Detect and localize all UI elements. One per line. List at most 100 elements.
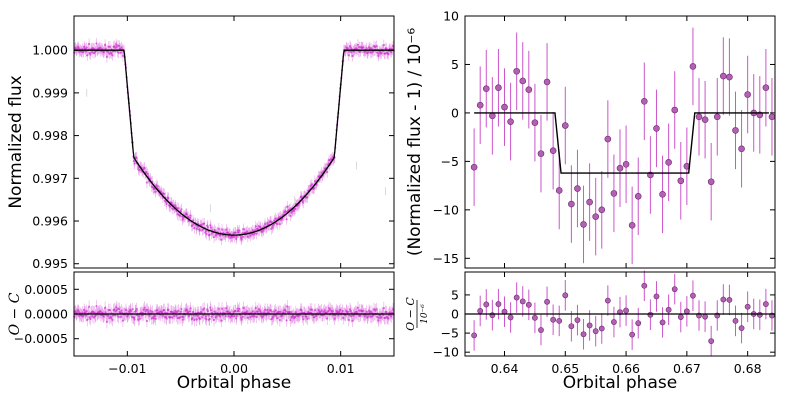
data-point — [241, 235, 245, 238]
residual-point — [107, 314, 110, 318]
residual-point — [377, 319, 380, 322]
data-point — [659, 191, 666, 198]
data-point — [610, 190, 618, 197]
residual-point — [331, 310, 334, 313]
data-point — [206, 224, 209, 227]
residual-point — [390, 315, 393, 318]
residual-point — [259, 311, 262, 314]
tick-marks: −0.01 0.00 0.01 −0.0005 0.0000 0.0005 — [14, 272, 394, 376]
data-point — [707, 178, 715, 186]
residual-point — [641, 282, 648, 289]
residual-point — [246, 316, 249, 319]
residual-point — [352, 314, 355, 317]
residual-point — [208, 317, 211, 321]
data-point — [653, 125, 660, 132]
residual-point — [144, 310, 147, 313]
data-point — [270, 220, 273, 224]
data-point — [284, 211, 288, 214]
y-tick-label: 0.0000 — [24, 307, 68, 322]
residual-point — [195, 318, 198, 321]
residual-point — [294, 311, 297, 314]
residual-point — [149, 309, 152, 312]
residual-point — [219, 315, 222, 318]
data-point — [387, 53, 390, 56]
data-point — [85, 46, 88, 49]
residual-point — [91, 315, 94, 318]
data-point — [273, 219, 276, 222]
residual-point — [369, 310, 373, 313]
data-point — [254, 225, 257, 228]
data-point — [180, 208, 183, 211]
data-point — [251, 229, 254, 232]
residual-point — [495, 301, 502, 307]
residual-point — [206, 309, 209, 313]
data-point — [294, 207, 297, 210]
data-point — [193, 227, 196, 230]
residual-point — [110, 316, 113, 319]
residual-point — [259, 309, 262, 312]
data-point — [86, 54, 89, 57]
data-point — [285, 218, 288, 221]
residual-point — [532, 314, 538, 321]
y-tick-label: 0.997 — [32, 171, 68, 186]
data-point — [671, 106, 679, 114]
residual-point — [197, 311, 200, 314]
data-point — [113, 45, 116, 48]
data-point — [665, 159, 672, 166]
residual-point — [358, 309, 361, 312]
x-tick-label: 0.66 — [612, 361, 640, 376]
data-point — [107, 50, 110, 53]
data-point — [738, 145, 745, 153]
y-tick-label: 5 — [451, 57, 459, 72]
residual-point — [327, 307, 331, 310]
data-point — [310, 183, 313, 186]
data-point — [110, 52, 113, 55]
residual-point — [383, 317, 387, 320]
residual-point — [387, 317, 390, 320]
data-point — [105, 55, 109, 59]
residual-point — [164, 315, 168, 318]
x-tick-label: 0.64 — [491, 361, 519, 376]
residual-point — [108, 308, 112, 312]
residual-point — [756, 311, 763, 318]
residual-point — [202, 314, 205, 317]
data-point — [274, 217, 277, 220]
data-point — [689, 63, 697, 70]
data-point — [720, 72, 727, 80]
residual-point — [143, 306, 146, 309]
residual-point — [348, 308, 352, 311]
residual-point — [274, 309, 277, 312]
residual-point — [74, 310, 77, 313]
residual-point — [617, 309, 623, 315]
data-point — [768, 113, 776, 121]
data-point — [677, 177, 685, 185]
data-point — [233, 235, 236, 238]
data-point — [489, 112, 496, 120]
residual-point — [134, 309, 137, 313]
residual-point — [313, 315, 316, 319]
data-point — [604, 135, 612, 143]
residual-point — [507, 314, 514, 321]
data-point — [634, 192, 642, 200]
residual-point — [306, 317, 309, 320]
residual-point — [300, 311, 304, 314]
residual-point — [121, 319, 125, 322]
residual-point — [266, 308, 269, 312]
residual-point — [86, 318, 89, 322]
data-point — [349, 46, 352, 49]
residual-point — [538, 327, 544, 333]
data-point — [568, 200, 575, 208]
residual-point — [161, 314, 165, 317]
data-point — [286, 205, 289, 208]
y-tick-label: 10 — [443, 9, 459, 24]
residual-point — [580, 331, 587, 338]
residual-point — [220, 307, 224, 310]
residual-point — [212, 318, 216, 322]
residual-point — [665, 306, 672, 313]
residual-point — [151, 310, 154, 313]
residual-point — [234, 309, 237, 313]
residual-point — [333, 317, 336, 320]
residual-point — [762, 301, 769, 307]
data-point — [561, 122, 569, 129]
data-point — [289, 214, 292, 217]
